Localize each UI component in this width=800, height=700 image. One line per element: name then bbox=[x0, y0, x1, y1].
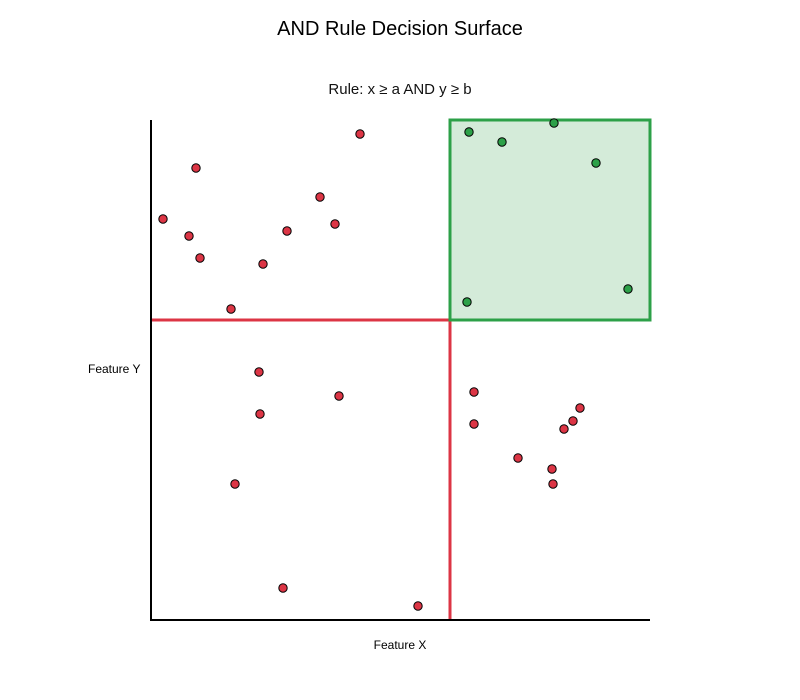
negative-point bbox=[469, 387, 479, 397]
threshold-lines bbox=[150, 118, 652, 620]
negative-point bbox=[230, 479, 240, 489]
negative-point bbox=[513, 453, 523, 463]
positive-point bbox=[623, 284, 633, 294]
chart-title: AND Rule Decision Surface bbox=[277, 18, 523, 40]
positive-point bbox=[462, 297, 472, 307]
negative-point bbox=[254, 367, 264, 377]
negative-point bbox=[258, 259, 268, 269]
negative-point bbox=[568, 416, 578, 426]
negative-point bbox=[255, 409, 265, 419]
negative-point bbox=[315, 192, 325, 202]
positive-point bbox=[497, 137, 507, 147]
y-axis-label: Feature Y bbox=[88, 362, 141, 376]
positive-region-border bbox=[448, 118, 652, 322]
negative-point bbox=[158, 214, 168, 224]
x-axis-label: Feature X bbox=[373, 638, 427, 652]
positive-point bbox=[464, 127, 474, 137]
negative-point bbox=[226, 304, 236, 314]
chart-subtitle: Rule: x ≥ a AND y ≥ b bbox=[328, 81, 472, 98]
negative-point bbox=[195, 253, 205, 263]
positive-region bbox=[448, 118, 652, 322]
positive-point bbox=[591, 158, 601, 168]
negative-point bbox=[548, 479, 558, 489]
negative-point bbox=[282, 226, 292, 236]
negative-point bbox=[191, 163, 201, 173]
negative-point bbox=[547, 464, 557, 474]
negative-point bbox=[559, 424, 569, 434]
negative-point bbox=[184, 231, 194, 241]
negative-point bbox=[355, 129, 365, 139]
positive-region-rect bbox=[448, 118, 652, 322]
axes bbox=[150, 120, 650, 621]
negative-point bbox=[413, 601, 423, 611]
positive-point bbox=[549, 118, 559, 128]
negative-point bbox=[278, 583, 288, 593]
negative-point bbox=[334, 391, 344, 401]
negative-point bbox=[469, 419, 479, 429]
negative-point bbox=[575, 403, 585, 413]
data-points bbox=[158, 118, 633, 611]
negative-point bbox=[330, 219, 340, 229]
